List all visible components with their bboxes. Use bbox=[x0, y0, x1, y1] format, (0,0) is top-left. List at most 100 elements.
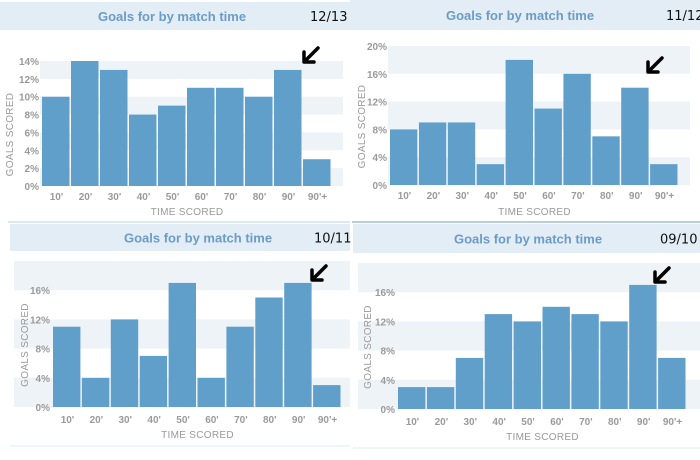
chart-panel-09-10: Goals for by match time 09/10 0% 4% 8% 12% 16%… bbox=[353, 224, 700, 443]
chart-title: Goals for by match time bbox=[124, 231, 272, 246]
bar-10 bbox=[390, 129, 418, 185]
x-tick-label: 90'+ bbox=[655, 191, 675, 202]
x-tick-label: 90' bbox=[282, 192, 296, 203]
x-tick-label: 90'+ bbox=[318, 415, 338, 426]
x-tick-label: 10' bbox=[406, 417, 420, 428]
bar-90 bbox=[274, 69, 302, 186]
x-tick-label: 90'+ bbox=[663, 417, 683, 428]
y-tick-label: 4% bbox=[373, 153, 388, 164]
chart-header bbox=[350, 0, 700, 30]
x-tick-label: 40' bbox=[492, 417, 506, 428]
grid-band bbox=[388, 46, 690, 74]
bar-30 bbox=[100, 69, 128, 186]
bar-80 bbox=[600, 321, 628, 409]
bar-50 bbox=[168, 282, 196, 407]
x-axis-label: TIME SCORED bbox=[151, 207, 224, 218]
x-tick-label: 50' bbox=[521, 417, 535, 428]
y-axis-label: GOALS SCORED bbox=[357, 85, 368, 169]
y-axis-label: GOALS SCORED bbox=[20, 303, 31, 387]
x-tick-label: 60' bbox=[542, 191, 556, 202]
x-axis-label: TIME SCORED bbox=[498, 207, 571, 218]
bar-90 bbox=[621, 87, 649, 185]
x-tick-label: 70' bbox=[234, 415, 248, 426]
arrow-annotation-icon bbox=[302, 46, 320, 64]
chart-header bbox=[353, 224, 700, 253]
bar-20 bbox=[71, 61, 99, 186]
bar-90 bbox=[284, 282, 312, 407]
y-tick-label: 8% bbox=[381, 347, 396, 358]
x-axis-label: TIME SCORED bbox=[506, 432, 579, 443]
bar-70 bbox=[216, 87, 244, 186]
x-tick-label: 70' bbox=[571, 191, 585, 202]
y-tick-label: 2% bbox=[25, 164, 40, 175]
x-tick-label: 60' bbox=[195, 192, 209, 203]
bar-40 bbox=[484, 314, 513, 409]
bar-70 bbox=[226, 326, 254, 407]
bar-60 bbox=[197, 377, 225, 407]
y-tick-label: 0% bbox=[373, 181, 388, 192]
x-tick-label: 60' bbox=[205, 415, 219, 426]
y-tick-label: 8% bbox=[373, 125, 388, 136]
chart-title: Goals for by match time bbox=[446, 8, 594, 23]
season-label: 09/10 bbox=[660, 233, 697, 248]
x-tick-label: 40' bbox=[147, 415, 161, 426]
x-tick-label: 30' bbox=[463, 417, 477, 428]
bar-80 bbox=[245, 96, 273, 186]
bar-10 bbox=[53, 326, 81, 407]
y-tick-label: 6% bbox=[25, 128, 40, 139]
season-label: 11/12 bbox=[666, 9, 700, 24]
y-tick-label: 4% bbox=[25, 146, 40, 157]
x-tick-label: 20' bbox=[79, 192, 93, 203]
x-tick-label: 80' bbox=[253, 192, 267, 203]
y-tick-label: 4% bbox=[36, 374, 51, 385]
chart-header bbox=[0, 2, 350, 30]
y-tick-label: 16% bbox=[30, 286, 50, 297]
bar-80 bbox=[255, 297, 283, 407]
arrow-annotation-icon bbox=[653, 266, 671, 284]
chart-header bbox=[10, 224, 350, 251]
x-tick-label: 50' bbox=[176, 415, 190, 426]
y-tick-label: 20% bbox=[367, 42, 387, 53]
x-tick-label: 40' bbox=[484, 191, 498, 202]
y-axis-label: GOALS SCORED bbox=[5, 93, 16, 177]
chart-title: Goals for by match time bbox=[454, 232, 602, 247]
x-tick-label: 50' bbox=[166, 192, 180, 203]
x-tick-label: 80' bbox=[600, 191, 614, 202]
bar-90 bbox=[629, 284, 657, 409]
chart-panel-12-13: Goals for by match time 12/13 0% 2% 4% 6% 8% 10… bbox=[0, 2, 350, 218]
bar-50 bbox=[513, 321, 541, 409]
chart-panel-11-12: Goals for by match time 11/12 0% 4% 8% 12% 16%… bbox=[350, 0, 700, 218]
bar-10 bbox=[42, 96, 70, 186]
bar-20 bbox=[418, 122, 447, 185]
bar-40 bbox=[476, 164, 505, 185]
y-tick-label: 8% bbox=[36, 345, 51, 356]
x-tick-label: 30' bbox=[108, 192, 122, 203]
bar-40 bbox=[139, 355, 168, 407]
chart-panel-10-11: Goals for by match time 10/11 0% 4% 8% 12% 16%… bbox=[10, 224, 351, 441]
y-tick-label: 16% bbox=[375, 288, 395, 299]
x-tick-label: 70' bbox=[224, 192, 238, 203]
bar-30 bbox=[447, 122, 476, 185]
y-tick-label: 12% bbox=[30, 315, 50, 326]
y-tick-label: 12% bbox=[367, 98, 387, 109]
x-tick-label: 10' bbox=[398, 191, 412, 202]
bar-60 bbox=[542, 306, 570, 409]
bar-20 bbox=[81, 377, 110, 407]
bar-30 bbox=[455, 357, 484, 409]
x-tick-label: 80' bbox=[263, 415, 277, 426]
x-tick-label: 20' bbox=[435, 417, 449, 428]
y-tick-label: 0% bbox=[36, 403, 51, 414]
x-axis-label: TIME SCORED bbox=[161, 430, 234, 441]
arrow-annotation-icon bbox=[310, 264, 328, 282]
bar-50 bbox=[158, 105, 186, 186]
season-label: 12/13 bbox=[310, 10, 347, 25]
x-tick-label: 30' bbox=[455, 191, 469, 202]
bar-60 bbox=[187, 87, 215, 186]
x-tick-label: 90' bbox=[292, 415, 306, 426]
bar-20 bbox=[426, 387, 455, 409]
bar-90-plus bbox=[303, 159, 331, 186]
bar-40 bbox=[129, 114, 157, 186]
bar-90-plus bbox=[313, 385, 341, 407]
y-axis-label: GOALS SCORED bbox=[363, 305, 374, 389]
